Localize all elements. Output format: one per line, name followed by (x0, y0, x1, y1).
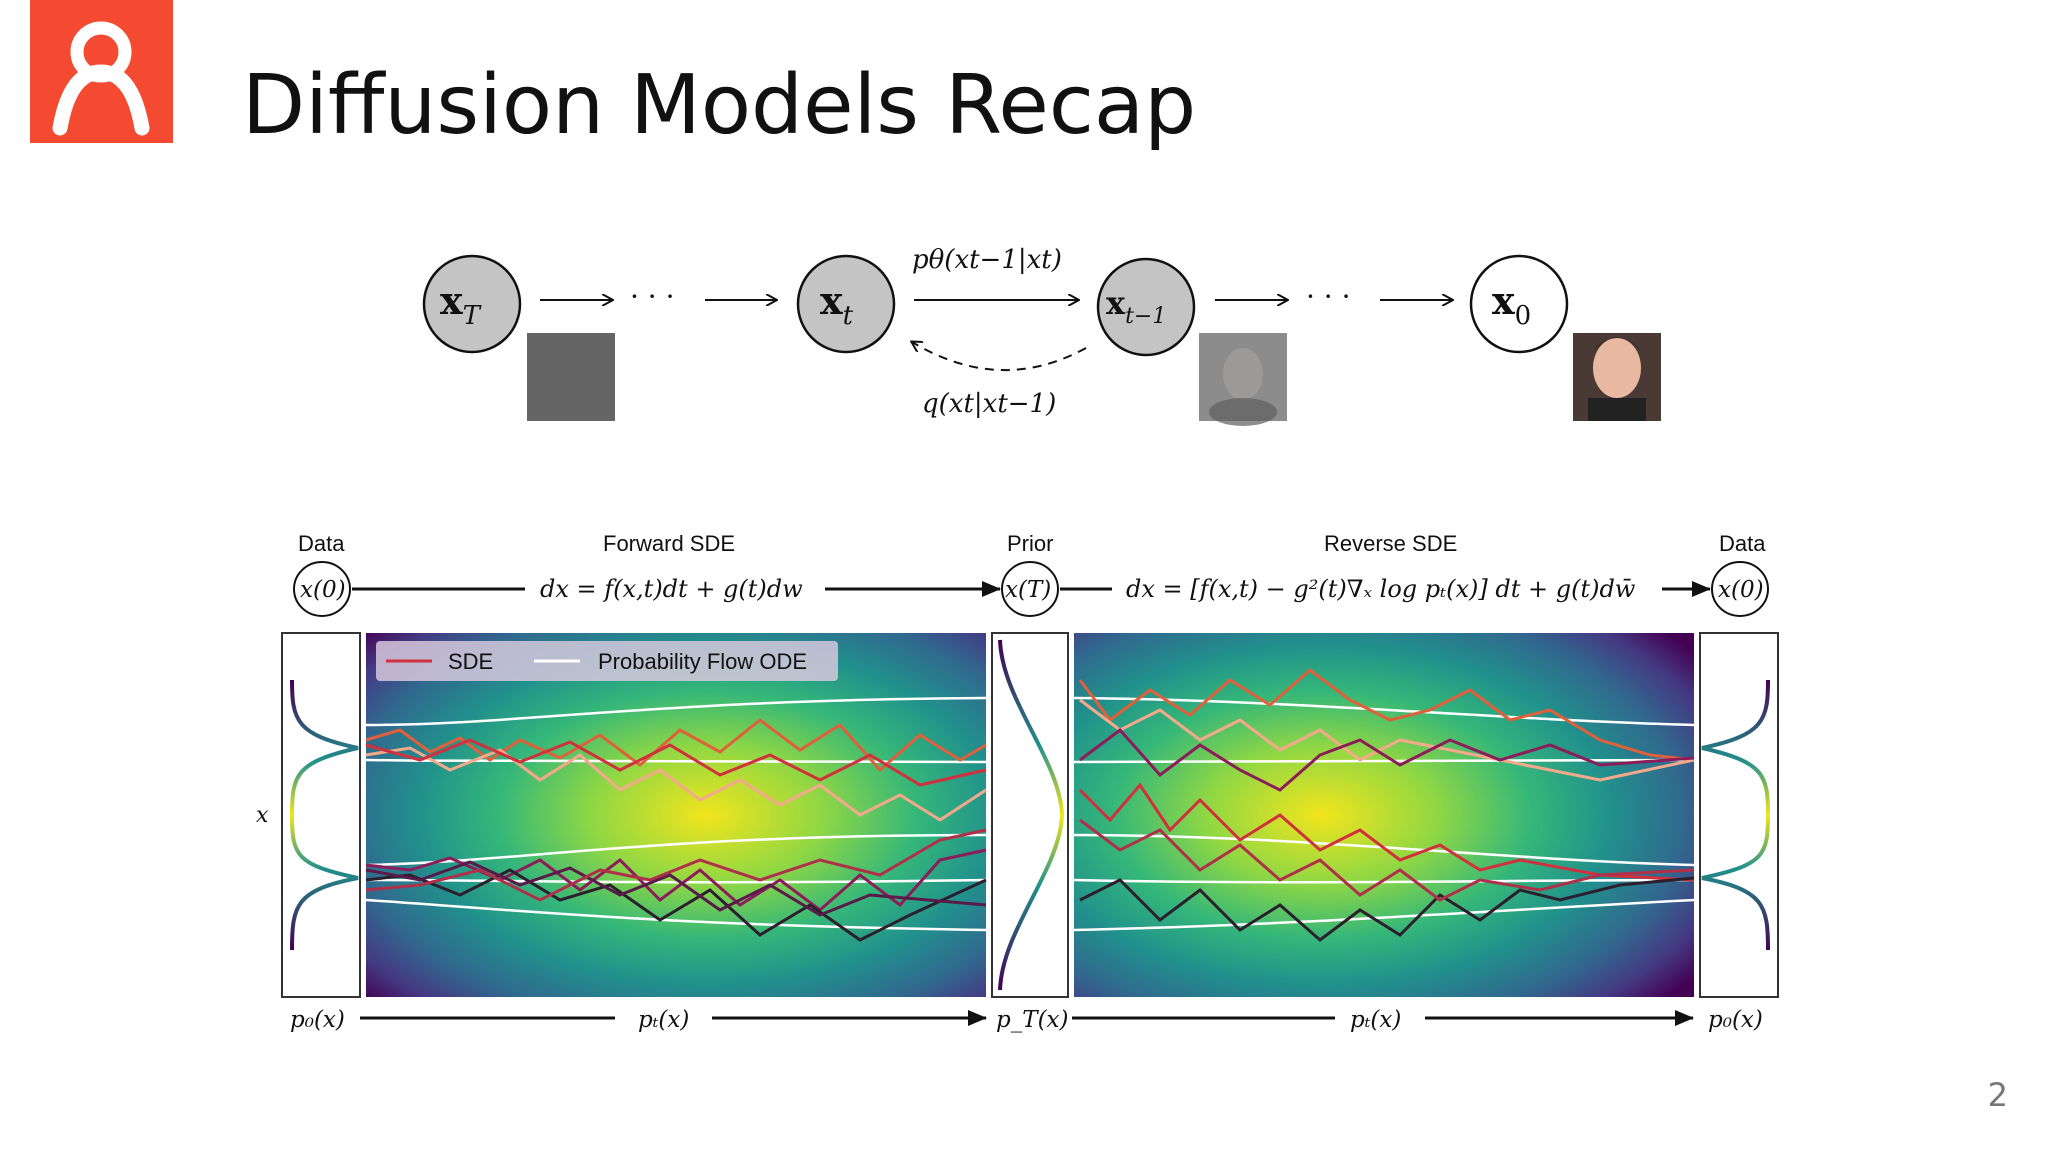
legend-sde-label: SDE (448, 649, 493, 674)
partially-noisy-face-image (1199, 333, 1287, 426)
reverse-heatmap (1074, 633, 1694, 997)
forward-sde-paths (365, 718, 987, 942)
label-forward-sde: Forward SDE (603, 531, 735, 556)
node-xT (422, 254, 522, 354)
reverse-sde-equation: dx = [f(x,t) − g²(t)∇ₓ log pₜ(x)] dt + g… (1126, 575, 1636, 603)
slide-title: Diffusion Models Recap (242, 58, 1197, 153)
label-data-right: Data (1719, 531, 1766, 556)
node-x0-left-label: x(0) (300, 577, 346, 603)
legend-box (376, 641, 838, 681)
prior-density (991, 632, 1069, 998)
markov-chain: xT · · · xt pθ(xt−1|xt) q(xt|xt−1) xt−1 … (422, 245, 1661, 426)
label-prior: Prior (1007, 531, 1053, 556)
node-xt (796, 254, 896, 354)
page-number: 2 (1987, 1076, 2008, 1114)
noise-image (527, 333, 615, 421)
sde-figure: Data Forward SDE Prior Reverse SDE Data … (256, 531, 1779, 1033)
face-image (1573, 333, 1661, 421)
y-axis-label: x (256, 803, 269, 828)
reverse-transition-label: pθ(xt−1|xt) (912, 245, 1062, 275)
data-density-left (281, 632, 361, 998)
node-x0-right (1711, 561, 1769, 617)
node-xt-label: xt (820, 278, 854, 331)
label-p0-left: p₀(x) (290, 1007, 345, 1033)
label-pT: p_T(x) (996, 1007, 1068, 1033)
label-p0-right: p₀(x) (1708, 1007, 1763, 1033)
logo-glyph (52, 21, 150, 136)
node-x0 (1469, 254, 1569, 354)
node-xT-sde (1001, 561, 1059, 617)
node-xT-label: xT (440, 278, 482, 331)
reverse-sde-paths (1078, 668, 1695, 942)
forward-sde-equation: dx = f(x,t)dt + g(t)dw (540, 575, 803, 603)
node-xt-1 (1096, 257, 1196, 357)
forward-dashed-arrow (912, 342, 1087, 371)
logo (30, 0, 173, 143)
legend-ode-label: Probability Flow ODE (598, 649, 807, 674)
ellipsis-left: · · · (630, 280, 675, 313)
label-pt-left: pₜ(x) (638, 1007, 689, 1033)
data-density-right (1699, 632, 1779, 998)
node-x0-right-label: x(0) (1718, 577, 1764, 603)
label-reverse-sde: Reverse SDE (1324, 531, 1457, 556)
label-data-left: Data (298, 531, 345, 556)
density-curve-left (289, 679, 359, 951)
density-curve-right (1701, 679, 1771, 951)
reverse-ode-flows (1073, 696, 1695, 932)
legend: SDE Probability Flow ODE (376, 641, 838, 681)
prior-density-curve (998, 639, 1065, 991)
node-x0-label: x0 (1492, 278, 1531, 331)
node-xT-sde-label: x(T) (1005, 577, 1051, 603)
node-xt-1-label: xt−1 (1106, 284, 1166, 329)
ellipsis-right: · · · (1306, 280, 1351, 313)
label-pt-right: pₜ(x) (1350, 1007, 1401, 1033)
node-x0-left (293, 561, 351, 617)
forward-heatmap (366, 633, 986, 997)
forward-transition-label: q(xt|xt−1) (922, 389, 1056, 419)
